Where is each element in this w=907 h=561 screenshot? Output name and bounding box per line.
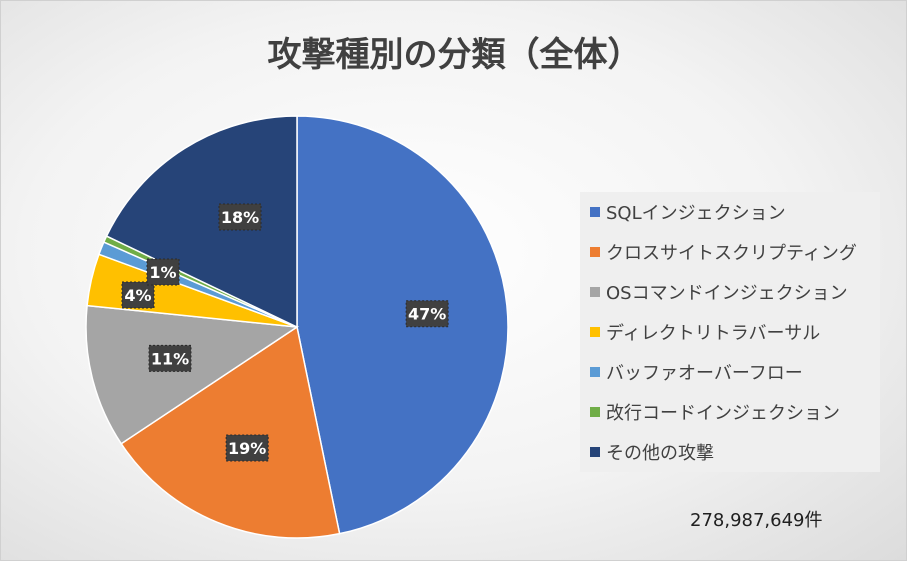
pie-slice xyxy=(120,325,341,539)
data-label-box xyxy=(121,281,155,309)
legend-label: SQLインジェクション xyxy=(606,203,786,224)
legend-swatch xyxy=(590,207,600,217)
legend-item: バッファオーバーフロー xyxy=(590,360,803,384)
legend-swatch xyxy=(590,407,600,417)
data-label-box xyxy=(225,434,269,462)
data-label: 1% xyxy=(149,263,176,282)
pie-slice xyxy=(85,304,300,445)
data-label: 4% xyxy=(124,286,151,305)
data-label: 18% xyxy=(221,208,259,227)
legend-swatch xyxy=(590,327,600,337)
legend-item: OSコマンドインジェクション xyxy=(590,280,848,304)
legend-label: バッファオーバーフロー xyxy=(606,363,803,384)
pie-slice xyxy=(105,115,298,329)
total-count: 278,987,649件 xyxy=(690,510,823,531)
data-label-box xyxy=(218,203,262,231)
legend-label: その他の攻撃 xyxy=(606,443,714,464)
chart-legend: SQLインジェクションクロスサイトスクリプティング OSコマンドインジェクションデ… xyxy=(580,192,880,472)
data-label: 11% xyxy=(151,349,189,368)
data-label-box xyxy=(148,344,192,372)
legend-item: ディレクトリトラバーサル xyxy=(590,320,820,344)
legend-item: その他の攻撃 xyxy=(590,440,714,464)
legend-label: ディレクトリトラバーサル xyxy=(606,323,821,344)
legend-item: 改行コードインジェクション xyxy=(590,400,840,424)
legend-swatch xyxy=(590,367,600,377)
data-label-box xyxy=(405,300,449,328)
chart-title: 攻撃種別の分類（全体） xyxy=(267,35,642,75)
legend-swatch xyxy=(590,447,600,457)
legend-swatch xyxy=(590,247,600,257)
legend-label: OSコマンドインジェクション xyxy=(606,283,848,304)
legend-label: 改行コードインジェクション xyxy=(606,403,840,424)
legend-swatch xyxy=(590,287,600,297)
legend-item: クロスサイトスクリプティング xyxy=(590,240,857,264)
pie-slice xyxy=(296,115,509,535)
data-label: 19% xyxy=(228,439,266,458)
data-label-box xyxy=(146,258,180,286)
legend-item: SQLインジェクション xyxy=(590,200,786,224)
legend-label: クロスサイトスクリプティング xyxy=(606,243,857,264)
data-label: 47% xyxy=(408,305,446,324)
